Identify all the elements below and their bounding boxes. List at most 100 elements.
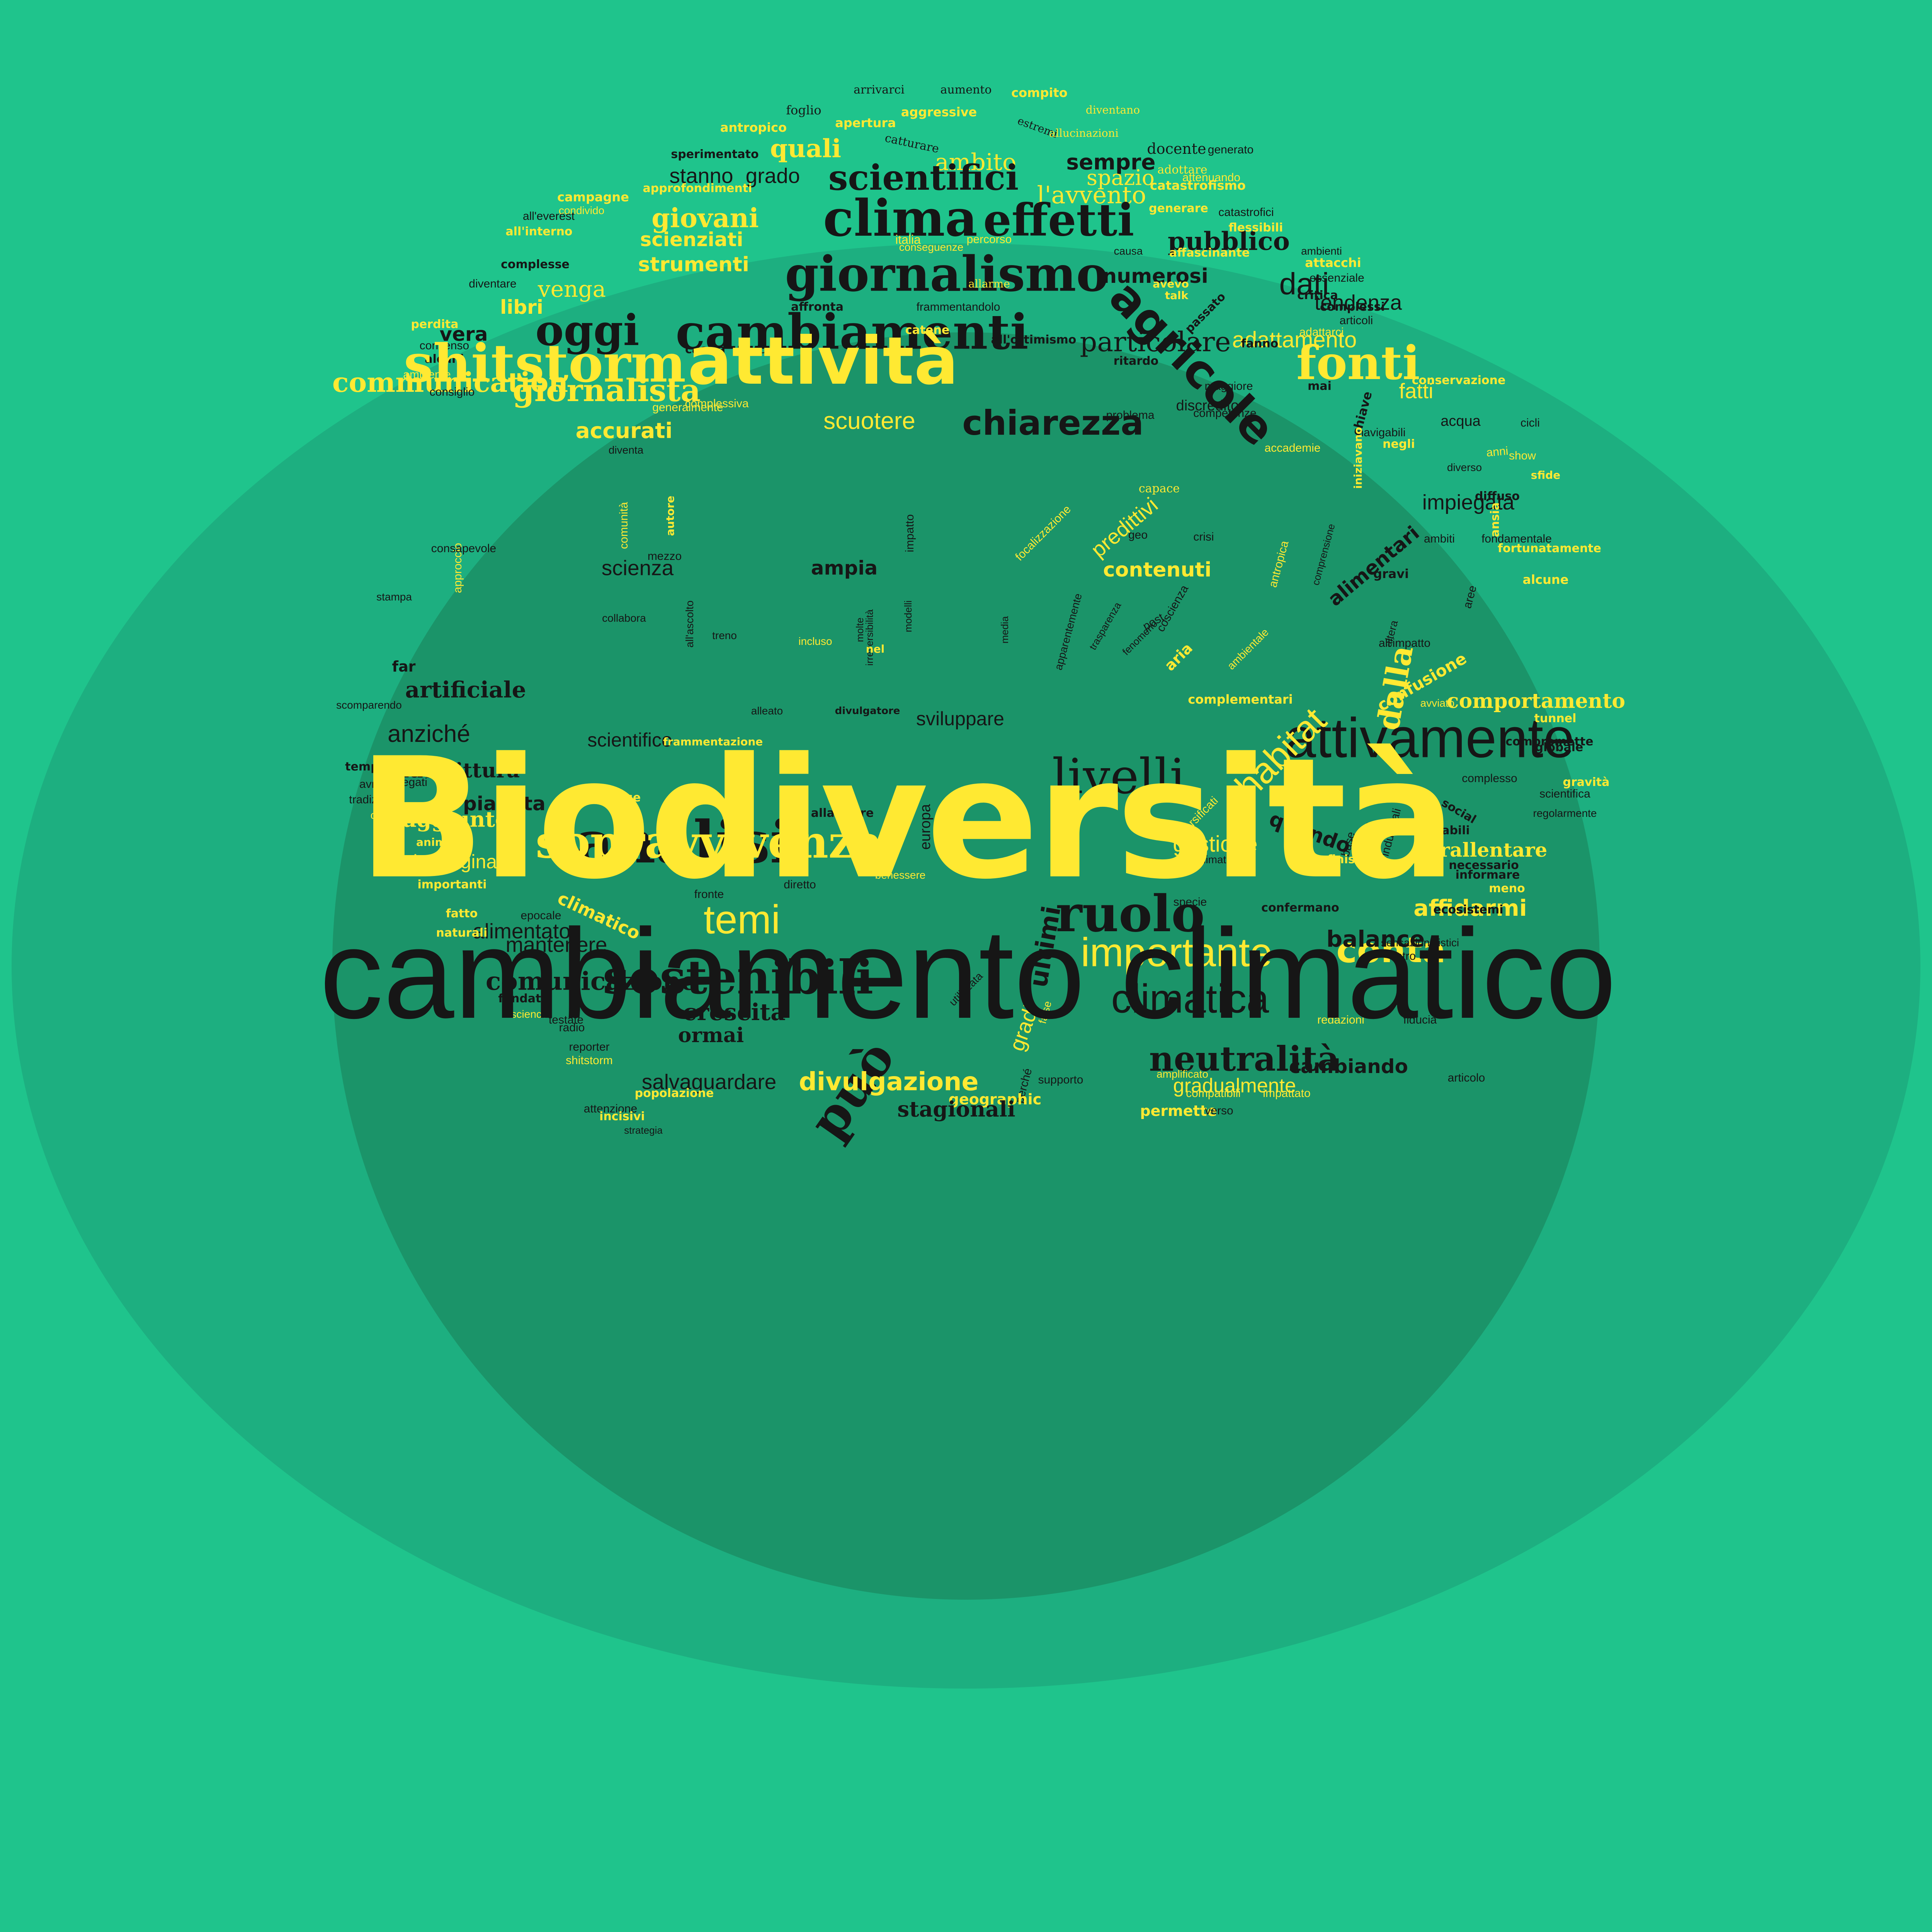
- word-144: all'ascolto: [684, 600, 696, 648]
- word-66: perdita: [411, 318, 459, 331]
- word-44: giornalismo: [785, 246, 1109, 303]
- word-233: fondati: [498, 992, 545, 1005]
- word-48: numerosi: [1102, 265, 1208, 288]
- word-113: impiegata: [1422, 490, 1515, 514]
- word-158: far: [392, 658, 416, 675]
- word-157: analisi: [576, 808, 792, 876]
- word-41: causa: [1114, 245, 1143, 257]
- word-249: neutralità: [1149, 1039, 1340, 1079]
- word-115: capace: [1138, 482, 1180, 495]
- word-117: comunità: [617, 502, 630, 549]
- word-78: shitstorm: [403, 332, 686, 394]
- word-153: incluso: [798, 635, 832, 647]
- word-96: competenze: [1193, 407, 1257, 420]
- word-92: complessiva: [685, 397, 749, 410]
- word-116: autore: [664, 495, 677, 536]
- word-61: frammentandolo: [916, 301, 1000, 313]
- word-28: effetti: [983, 194, 1134, 247]
- word-26: campagne: [557, 190, 629, 204]
- word-244: redazioni: [1317, 1014, 1364, 1026]
- word-237: climatica: [1111, 976, 1269, 1022]
- word-224: confermano: [1261, 901, 1339, 915]
- word-99: cicli: [1520, 417, 1540, 429]
- word-143: apparentemente: [1052, 592, 1084, 672]
- word-13: generato: [1208, 143, 1254, 156]
- word-247: radio: [559, 1021, 585, 1034]
- word-19: grado: [745, 163, 800, 188]
- word-252: amplificato: [1156, 1068, 1208, 1080]
- word-32: giovani: [651, 203, 759, 234]
- word-263: attenzione: [583, 1102, 638, 1115]
- word-148: irreversibilità: [864, 609, 875, 666]
- word-200: aggiunto: [403, 806, 509, 832]
- word-110: diverso: [1447, 461, 1482, 473]
- word-235: sostenibili: [602, 950, 874, 1005]
- word-85: consiglio: [429, 386, 475, 398]
- word-160: artificiale: [405, 677, 526, 703]
- word-cloud-circle: [332, 332, 1600, 1600]
- word-14: sperimentato: [671, 148, 759, 161]
- word-128: crisi: [1193, 531, 1214, 543]
- word-214: ruolo: [1056, 884, 1205, 943]
- word-210: informare: [1455, 868, 1520, 882]
- word-33: italia: [895, 233, 921, 247]
- word-193: allarmare: [811, 806, 874, 820]
- word-199: cresce: [370, 809, 403, 821]
- word-155: ambientale: [1225, 626, 1271, 672]
- word-0: arrivarci: [854, 83, 905, 97]
- word-24: approfondimenti: [643, 182, 752, 195]
- word-11: quali: [770, 134, 842, 163]
- word-218: temi: [703, 897, 781, 942]
- word-77: alcuni: [425, 352, 464, 366]
- word-185: livelli: [1052, 748, 1185, 805]
- word-267: verso: [1205, 1104, 1233, 1117]
- word-250: cambiando: [1289, 1055, 1408, 1078]
- word-135: alimentari: [1323, 521, 1424, 611]
- word-29: generare: [1149, 202, 1208, 215]
- word-170: divulgatore: [835, 705, 900, 717]
- word-5: diventano: [1085, 104, 1140, 116]
- word-3: foglio: [786, 103, 821, 117]
- word-145: trasparenza: [1087, 600, 1124, 652]
- word-260: impattato: [1263, 1087, 1311, 1100]
- word-87: conservazione: [1412, 374, 1506, 387]
- word-52: venga: [537, 276, 606, 302]
- word-43: ambienti: [1301, 245, 1342, 257]
- word-184: legati: [400, 776, 427, 789]
- word-150: fenomeno: [1120, 617, 1160, 658]
- word-190: tradizionali: [349, 793, 405, 806]
- word-149: media: [999, 616, 1010, 644]
- word-257: divulgazione: [799, 1067, 979, 1097]
- word-53: allarme: [968, 277, 1010, 290]
- word-46: complesse: [501, 258, 570, 271]
- word-189: scientifica: [1539, 787, 1590, 800]
- word-176: compromette: [1505, 735, 1594, 748]
- word-163: complementari: [1188, 692, 1293, 707]
- word-130: fortunatamente: [1498, 542, 1601, 555]
- word-192: risorse: [595, 791, 641, 804]
- word-55: critica: [1297, 289, 1338, 302]
- word-191: pianeta: [463, 793, 546, 815]
- word-265: incisivi: [599, 1110, 645, 1123]
- word-90: fatti: [1399, 379, 1434, 403]
- word-37: scienziati: [640, 228, 743, 251]
- word-164: comportamento: [1446, 689, 1626, 713]
- word-169: alleato: [751, 705, 783, 717]
- word-139: coscienza: [1154, 583, 1191, 634]
- word-74: caccia: [685, 343, 726, 356]
- word-245: fiducia: [1403, 1014, 1437, 1026]
- word-251: reporter: [569, 1041, 610, 1053]
- word-25: l'avvento: [1037, 181, 1146, 209]
- word-240: science: [511, 1008, 548, 1020]
- word-232: sensazionalistici: [1381, 937, 1459, 949]
- word-268: strategia: [624, 1124, 663, 1136]
- word-226: alimentato: [473, 919, 571, 943]
- word-108: anni: [1486, 444, 1509, 459]
- word-259: gradualmente: [1173, 1075, 1296, 1097]
- word-111: sfide: [1531, 469, 1561, 481]
- word-70: all'ottimismo: [991, 333, 1077, 347]
- word-57: tendenza: [1314, 290, 1402, 315]
- word-225: ecosistemi: [1433, 903, 1503, 917]
- word-83: communication: [332, 366, 568, 398]
